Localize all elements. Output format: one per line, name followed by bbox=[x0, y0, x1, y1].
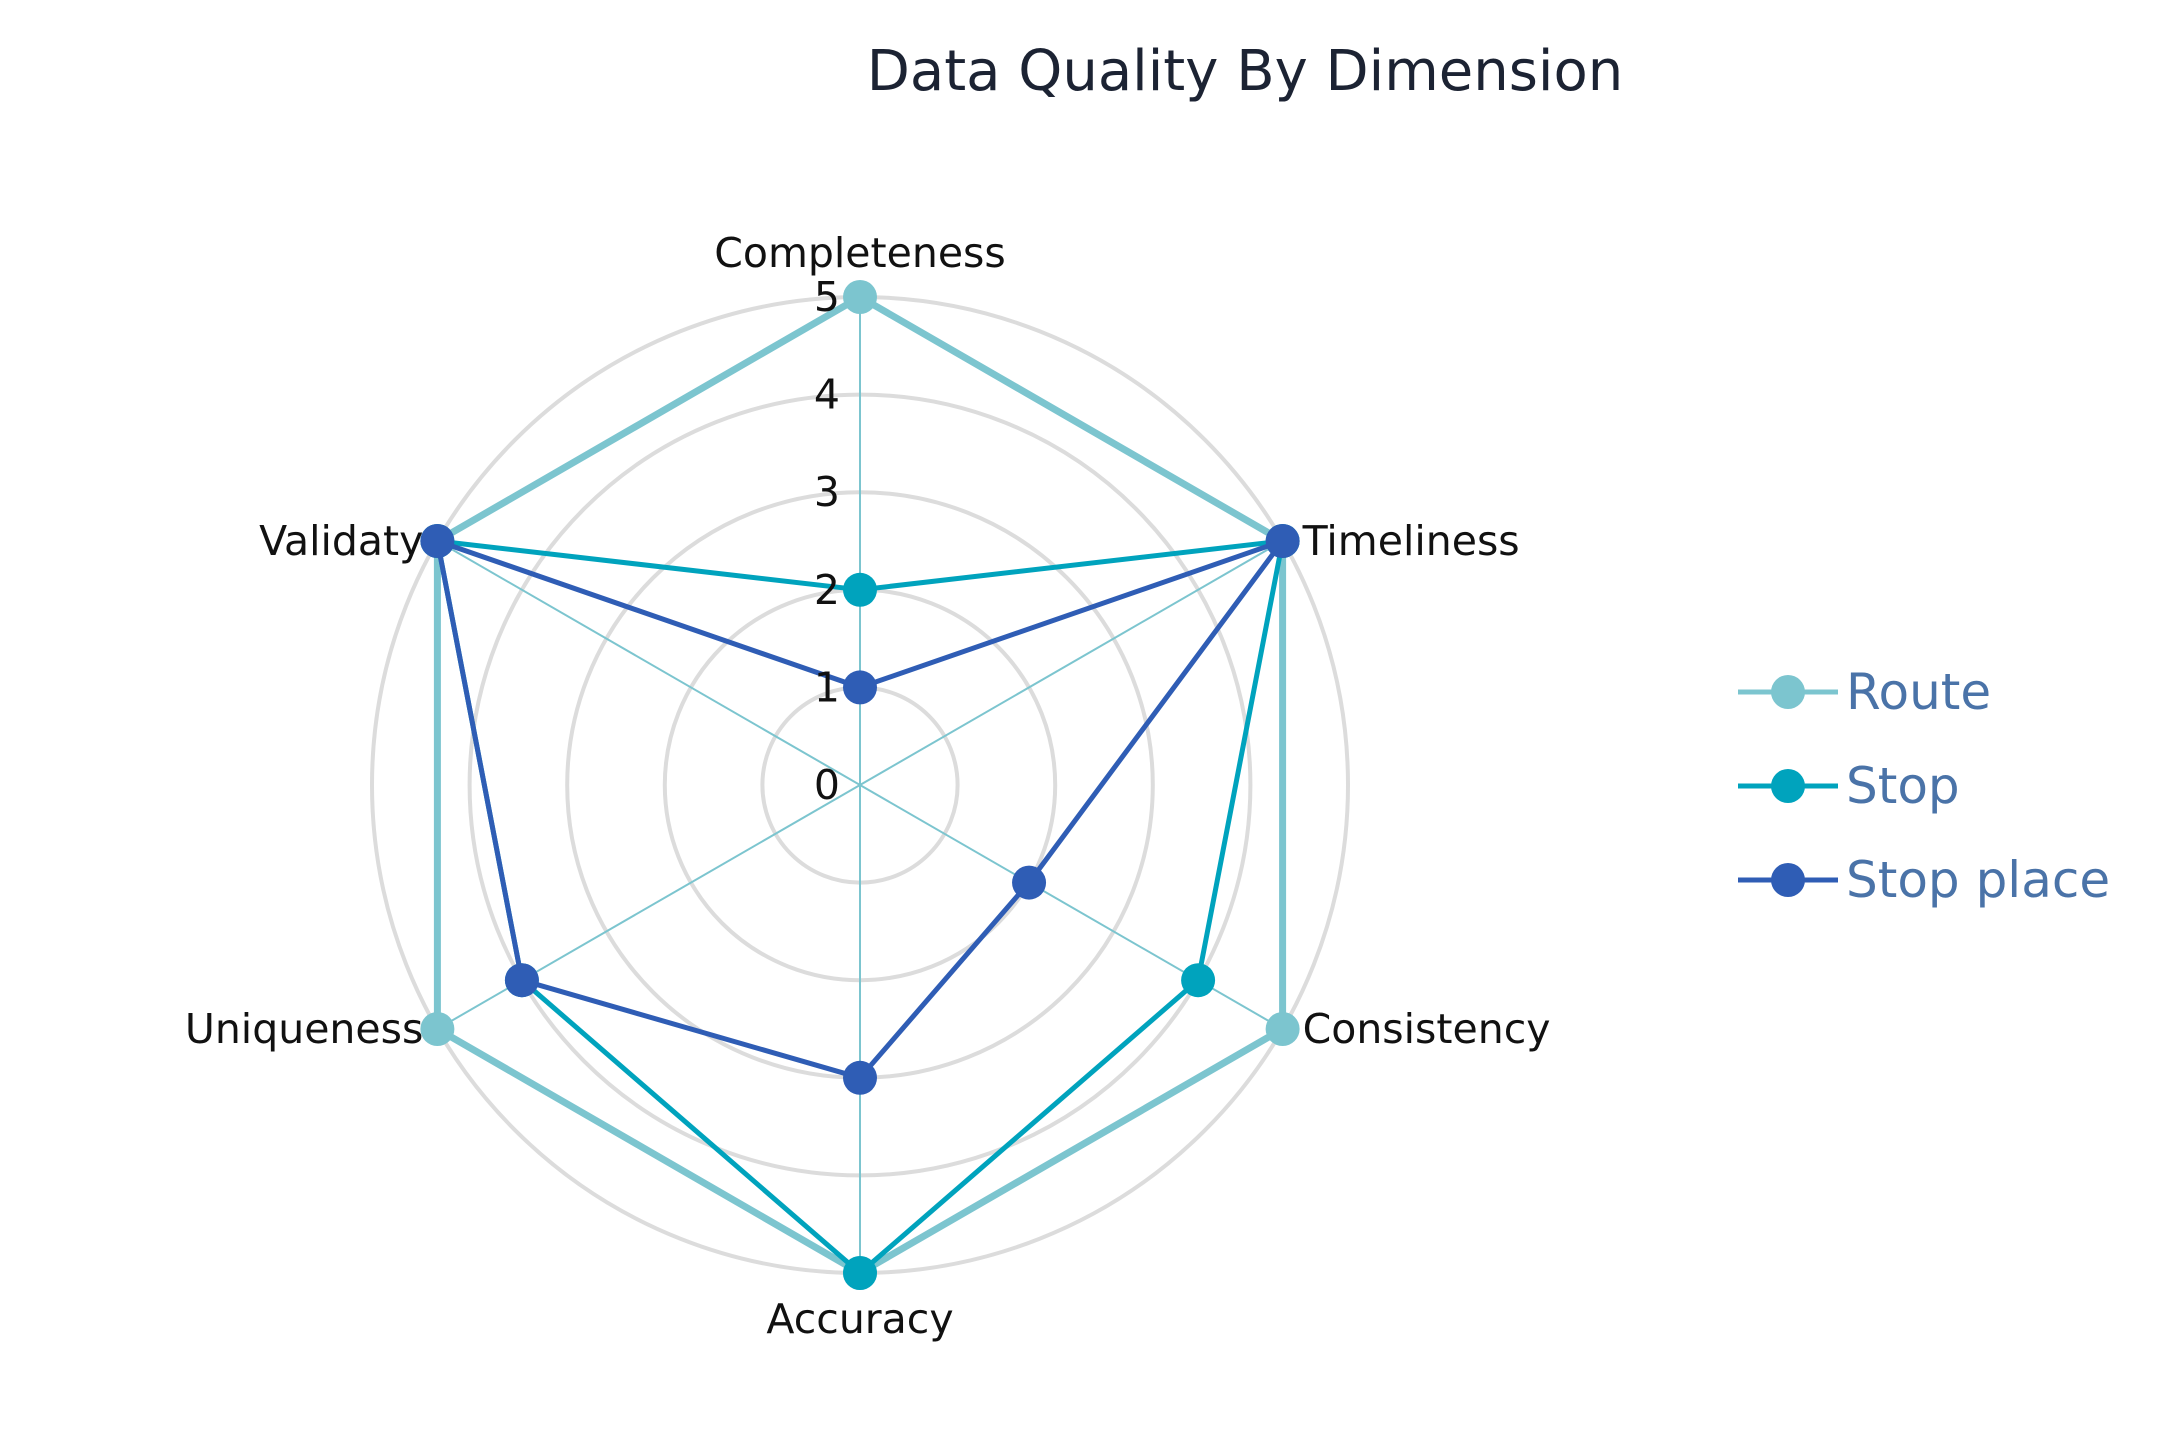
category-label-validaty: Validaty bbox=[259, 517, 423, 565]
radial-tick-label: 5 bbox=[814, 273, 840, 321]
legend-item-stop-place[interactable]: Stop place bbox=[1738, 851, 2110, 909]
data-point-stop-place-consistency bbox=[1012, 865, 1047, 900]
legend-label-stop-place: Stop place bbox=[1846, 851, 2110, 909]
radar-series bbox=[420, 280, 1300, 1290]
category-labels: Completeness Timeliness Consistency Accurac… bbox=[185, 229, 1551, 1343]
spoke-validaty bbox=[436, 540, 861, 786]
category-label-timeliness: Timeliness bbox=[1302, 517, 1520, 565]
data-point-stop-place-validaty bbox=[420, 524, 455, 558]
legend-marker-stop-place bbox=[1771, 863, 1805, 897]
series-stop-place bbox=[420, 524, 1300, 1095]
legend-marker-stop bbox=[1771, 769, 1805, 803]
category-label-uniqueness: Uniqueness bbox=[185, 1005, 424, 1053]
category-label-completeness: Completeness bbox=[714, 229, 1006, 277]
spoke-timeliness bbox=[859, 540, 1284, 786]
radial-ticks: 0 1 2 3 4 5 bbox=[814, 273, 840, 809]
category-label-accuracy: Accuracy bbox=[766, 1295, 953, 1343]
radial-tick-label: 3 bbox=[814, 468, 840, 516]
radar-spokes bbox=[436, 297, 1284, 1273]
legend-marker-route bbox=[1771, 675, 1805, 709]
legend-item-route[interactable]: Route bbox=[1738, 663, 1991, 721]
data-point-stop-place-timeliness bbox=[1265, 524, 1300, 558]
spoke-uniqueness bbox=[436, 784, 861, 1030]
legend-label-stop: Stop bbox=[1846, 757, 1960, 815]
data-point-route-consistency bbox=[1265, 1012, 1300, 1046]
legend-item-stop[interactable]: Stop bbox=[1738, 757, 1960, 815]
category-label-consistency: Consistency bbox=[1303, 1005, 1551, 1053]
radial-tick-label: 4 bbox=[814, 371, 840, 419]
radial-tick-label: 1 bbox=[814, 663, 840, 711]
legend-label-route: Route bbox=[1846, 663, 1991, 721]
legend: Route Stop Stop place bbox=[1738, 663, 2110, 909]
data-point-stop-place-completeness bbox=[843, 670, 877, 705]
data-point-route-completeness bbox=[843, 280, 877, 314]
data-point-stop-accuracy bbox=[843, 1256, 877, 1290]
data-point-stop-place-uniqueness bbox=[504, 963, 539, 998]
data-point-stop-consistency bbox=[1181, 963, 1216, 998]
radial-tick-label: 2 bbox=[814, 566, 840, 614]
radial-tick-label: 0 bbox=[814, 761, 840, 809]
chart-title: Data Quality By Dimension bbox=[867, 39, 1623, 104]
data-point-stop-completeness bbox=[843, 572, 877, 607]
data-point-route-uniqueness bbox=[420, 1012, 455, 1046]
data-point-stop-place-accuracy bbox=[843, 1060, 877, 1095]
